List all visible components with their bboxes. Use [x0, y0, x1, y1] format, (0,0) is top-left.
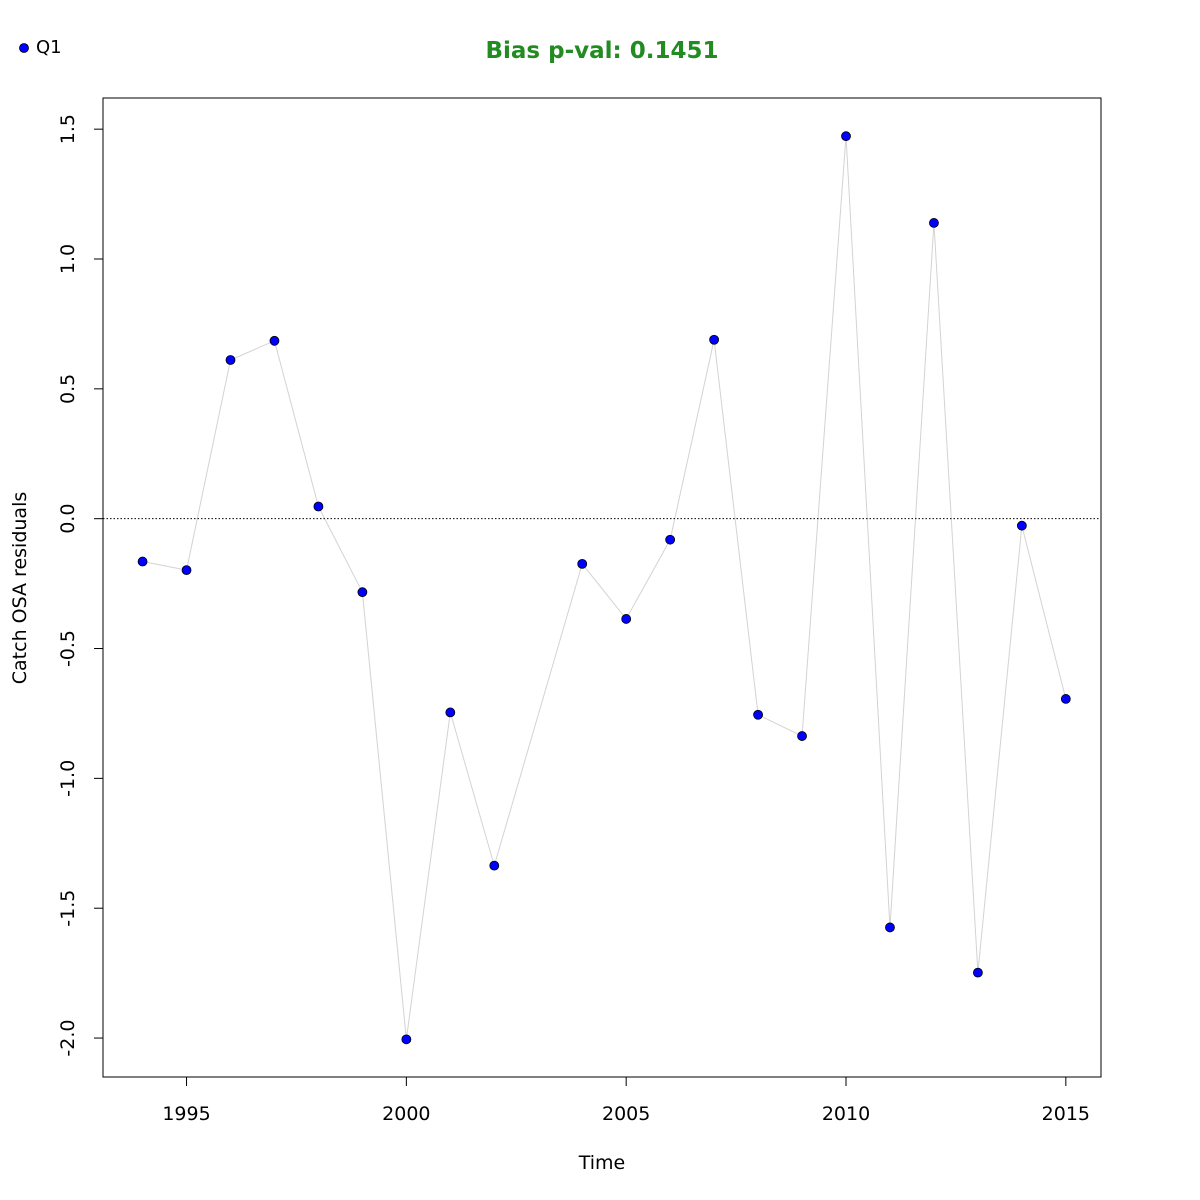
y-tick-label: 0.5	[57, 374, 79, 404]
connector-segment	[449, 712, 495, 866]
data-point-2006	[665, 534, 676, 545]
data-point-1999	[357, 587, 368, 598]
data-point-2008	[753, 709, 763, 720]
legend-marker-q1	[19, 43, 29, 53]
y-tick-label: -1.5	[57, 890, 79, 927]
y-tick-label: -0.5	[57, 630, 79, 667]
connector-segment	[933, 222, 979, 973]
data-point-2012	[929, 218, 939, 228]
connector-segment	[186, 359, 231, 571]
connector-segment	[493, 563, 583, 866]
data-points	[137, 131, 1071, 1045]
connector-segment	[713, 339, 759, 715]
data-point-2014	[1016, 520, 1027, 531]
x-axis-title: Time	[578, 1152, 626, 1174]
connector-segment	[317, 506, 363, 593]
y-tick-label: -2.0	[57, 1020, 79, 1057]
connector-segment	[581, 563, 627, 620]
x-tick-label: 1995	[162, 1103, 210, 1125]
connector-segment	[1021, 525, 1067, 700]
data-point-1995	[181, 565, 192, 576]
legend-label-q1: Q1	[36, 37, 62, 58]
y-tick-label: 0.0	[57, 504, 79, 534]
chart-title: Bias p-val: 0.1451	[486, 38, 719, 64]
y-tick-label: 1.5	[57, 114, 79, 144]
connector-segment	[801, 136, 847, 737]
data-point-2000	[401, 1034, 412, 1045]
data-point-1996	[225, 355, 236, 365]
plot-frame	[102, 97, 1102, 1078]
data-point-2011	[885, 922, 895, 933]
data-point-2007	[709, 334, 720, 345]
data-point-1997	[269, 335, 280, 346]
x-tick-label: 2015	[1042, 1103, 1090, 1125]
connector-segment	[757, 714, 803, 737]
connector-segment	[889, 222, 935, 928]
connector-segment	[669, 339, 715, 540]
data-point-2015	[1060, 694, 1071, 704]
connector-segment	[845, 136, 891, 928]
data-point-2002	[489, 860, 500, 871]
data-point-2009	[797, 731, 807, 741]
connector-segment	[230, 340, 275, 361]
x-tick-label: 2000	[382, 1103, 430, 1125]
y-axis: -2.0 -1.5 -1.0 -0.5 0.0 0.5 1.0 1.5	[57, 114, 104, 1057]
data-point-2004	[577, 558, 588, 569]
connector-lines	[142, 136, 1067, 1040]
data-point-1994	[137, 556, 148, 567]
data-point-1998	[313, 501, 324, 512]
legend: Q1	[19, 37, 62, 58]
data-point-2013	[972, 967, 983, 978]
y-tick-label: -1.0	[57, 760, 79, 797]
data-point-2005	[621, 614, 632, 624]
connector-segment	[625, 539, 671, 620]
y-tick-label: 1.0	[57, 244, 79, 274]
connector-segment	[405, 712, 451, 1040]
y-axis-title: Catch OSA residuals	[9, 492, 31, 684]
data-point-2001	[445, 707, 456, 718]
connector-segment	[361, 592, 407, 1040]
x-tick-label: 2010	[822, 1103, 870, 1125]
connector-segment	[977, 525, 1023, 973]
x-tick-label: 2005	[602, 1103, 650, 1125]
connector-segment	[142, 561, 187, 571]
connector-segment	[273, 340, 319, 507]
x-axis: 1995 2000 2005 2010 2015	[162, 1076, 1090, 1125]
data-point-2010	[841, 131, 851, 142]
